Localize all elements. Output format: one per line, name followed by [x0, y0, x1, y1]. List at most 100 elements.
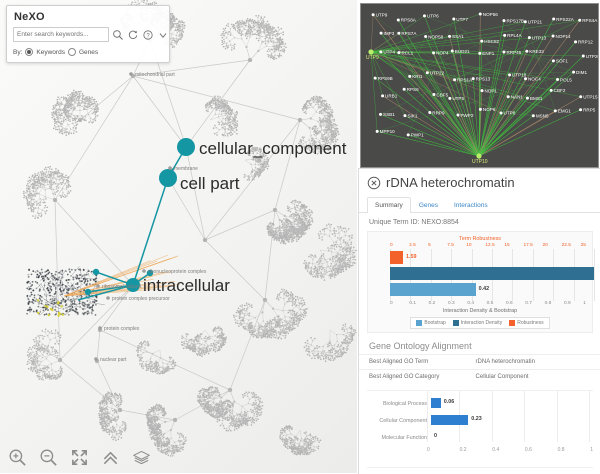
gene-node[interactable] [554, 109, 557, 112]
go-category-value: Cellular Component [476, 374, 591, 380]
search-panel[interactable]: NeXO ? By: [6, 5, 170, 63]
top-tick-9: 22.5 [562, 243, 581, 248]
gene-node[interactable] [451, 50, 454, 53]
gene-node[interactable] [408, 75, 411, 78]
detail-tabs[interactable]: Summary Genes Interactions [359, 196, 600, 213]
radio-keywords[interactable] [25, 48, 33, 56]
gene-node[interactable] [524, 77, 527, 80]
gene-node[interactable] [526, 97, 529, 100]
gene-node[interactable] [528, 36, 531, 39]
gene-node[interactable] [572, 71, 575, 74]
gene-node[interactable] [480, 40, 483, 43]
gene-node[interactable] [550, 89, 553, 92]
gene-node[interactable] [532, 114, 535, 117]
search-icon[interactable] [112, 29, 124, 41]
tab-summary[interactable]: Summary [367, 197, 411, 213]
gene-node[interactable] [552, 17, 555, 20]
gene-node[interactable] [508, 73, 511, 76]
gene-node[interactable] [507, 95, 510, 98]
gene-node[interactable] [480, 89, 483, 92]
gene-label-RRP9: RRP9 [432, 110, 445, 115]
gene-hub-label-UTP10: UTP10 [472, 159, 488, 165]
search-by-label: By: [13, 49, 22, 56]
help-icon[interactable]: ? [142, 29, 154, 41]
gene-node[interactable] [397, 18, 400, 21]
gene-node[interactable] [407, 133, 410, 136]
collapse-icon[interactable] [101, 448, 120, 467]
gene-node[interactable] [478, 52, 481, 55]
search-input[interactable] [13, 27, 109, 42]
gene-node[interactable] [403, 114, 406, 117]
gene-node[interactable] [403, 88, 406, 91]
gene-label-UTP6: UTP6 [427, 14, 439, 19]
gene-node[interactable] [502, 19, 505, 22]
gene-label-NOP1: NOP1 [484, 88, 497, 93]
gene-node[interactable] [397, 32, 400, 35]
gene-label-UTP18: UTP18 [512, 73, 527, 78]
gene-node[interactable] [453, 78, 456, 81]
gene-node[interactable] [524, 20, 527, 23]
gene-node[interactable] [456, 114, 459, 117]
go-value-molecular-function: 0 [434, 433, 437, 439]
gene-node[interactable] [374, 77, 377, 80]
gene-node[interactable] [368, 49, 373, 54]
gene-node[interactable] [423, 14, 426, 17]
gene-node[interactable] [579, 95, 582, 98]
gene-node[interactable] [503, 34, 506, 37]
gene-node[interactable] [552, 59, 555, 62]
go-label-biological-process: Biological Process [367, 401, 431, 407]
legend-item-interaction-density: Interaction Density [453, 320, 502, 326]
app-title: NeXO [14, 11, 163, 23]
gene-node[interactable] [448, 35, 451, 38]
zoom-out-icon[interactable] [39, 448, 58, 467]
gene-node[interactable] [379, 50, 382, 53]
close-icon[interactable] [367, 176, 381, 190]
gene-node[interactable] [432, 93, 435, 96]
chevron-down-icon[interactable] [157, 29, 169, 41]
zoom-in-icon[interactable] [8, 448, 27, 467]
gene-node[interactable] [432, 51, 435, 54]
top-tick-5: 12.5 [485, 243, 504, 248]
layers-icon[interactable] [132, 448, 151, 467]
gene-label-POL5: POL5 [560, 77, 572, 82]
gene-node[interactable] [525, 50, 528, 53]
tab-genes[interactable]: Genes [411, 197, 446, 213]
gene-node[interactable] [381, 94, 384, 97]
gene-node[interactable] [376, 130, 379, 133]
gene-node[interactable] [380, 32, 383, 35]
gene-node[interactable] [379, 113, 382, 116]
gene-label-RPS9B: RPS9B [378, 76, 393, 81]
tab-interactions[interactable]: Interactions [446, 197, 496, 213]
legend-swatch-bootstrap [416, 320, 422, 326]
gene-node[interactable] [556, 78, 559, 81]
gene-node[interactable] [424, 35, 427, 38]
gene-node[interactable] [582, 55, 585, 58]
bottom-tick-10: 1 [583, 301, 586, 306]
gene-node[interactable] [428, 111, 431, 114]
gene-node[interactable] [476, 153, 481, 158]
gene-node[interactable] [426, 71, 429, 74]
radio-genes[interactable] [68, 48, 76, 56]
term-detail-panel[interactable]: rDNA heterochromatin Summary Genes Inter… [358, 168, 600, 474]
gene-node[interactable] [574, 40, 577, 43]
gene-node[interactable] [578, 19, 581, 22]
gene-node[interactable] [579, 108, 582, 111]
gene-node[interactable] [448, 97, 451, 100]
fit-content-icon[interactable] [70, 448, 89, 467]
gene-node[interactable] [500, 111, 503, 114]
graph-label-ribosomal-subunit: ribosomal subunit [102, 284, 142, 290]
gene-node[interactable] [452, 18, 455, 21]
graph-toolbar[interactable] [8, 448, 151, 467]
gene-node[interactable] [502, 50, 505, 53]
gene-node[interactable] [479, 13, 482, 16]
gene-node[interactable] [372, 13, 375, 16]
gene-node[interactable] [552, 35, 555, 38]
gene-node[interactable] [397, 51, 400, 54]
gene-node[interactable] [479, 108, 482, 111]
reset-icon[interactable] [127, 29, 139, 41]
